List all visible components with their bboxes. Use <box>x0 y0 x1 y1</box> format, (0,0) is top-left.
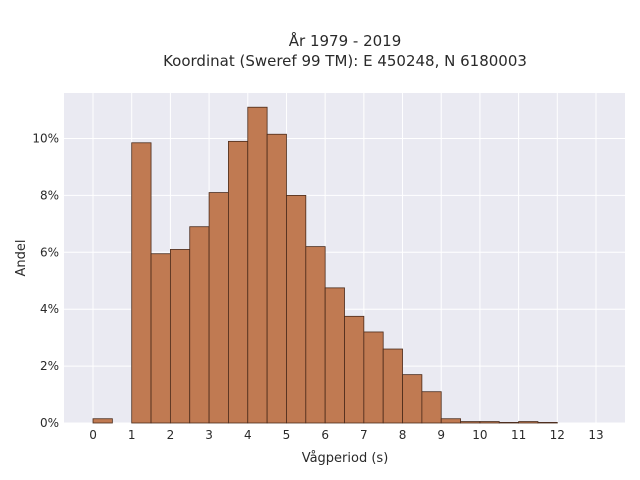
histogram-bar <box>286 195 307 424</box>
histogram-bar <box>305 246 326 424</box>
y-axis-label: Andel <box>14 240 29 277</box>
y-tick-label: 10% <box>32 132 59 146</box>
x-tick-label: 1 <box>128 428 136 442</box>
histogram-bar <box>344 315 365 424</box>
histogram-bar <box>402 374 423 424</box>
chart-title-line-1: År 1979 - 2019 <box>289 31 402 50</box>
histogram-bar <box>324 287 345 424</box>
x-tick-label: 5 <box>283 428 291 442</box>
histogram-bar <box>498 422 520 424</box>
x-tick-label: 12 <box>550 428 565 442</box>
x-tick-label: 11 <box>511 428 526 442</box>
y-tick-label: 2% <box>40 359 59 373</box>
x-tick-label: 4 <box>244 428 252 442</box>
x-tick-label: 2 <box>167 428 175 442</box>
histogram-bar <box>460 421 481 424</box>
x-axis-label: Vågperiod (s) <box>302 451 389 466</box>
histogram-bar <box>208 192 229 424</box>
x-tick-label: 3 <box>205 428 213 442</box>
y-tick-label: 0% <box>40 416 59 430</box>
histogram-bar <box>266 133 287 424</box>
chart-title-line-2: Koordinat (Sweref 99 TM): E 450248, N 61… <box>163 52 527 70</box>
histogram-bar <box>131 142 152 424</box>
y-tick-label: 6% <box>40 245 59 259</box>
histogram-bar <box>150 253 171 424</box>
histogram-bar <box>382 348 403 424</box>
histogram-bar <box>479 421 500 424</box>
y-tick-label: 4% <box>40 302 59 316</box>
histogram-bar <box>518 421 539 424</box>
x-tick-labels: 0 1 2 3 4 5 6 7 8 9 10 11 12 13 <box>89 428 603 442</box>
histogram-bar <box>421 391 442 424</box>
x-tick-label: 7 <box>360 428 368 442</box>
x-tick-label: 13 <box>588 428 603 442</box>
x-tick-label: 0 <box>89 428 97 442</box>
histogram-bar <box>247 106 268 424</box>
x-tick-label: 10 <box>472 428 487 442</box>
y-tick-label: 8% <box>40 188 59 202</box>
bars-group <box>92 106 558 424</box>
histogram-bar <box>189 226 210 424</box>
x-tick-label: 6 <box>321 428 329 442</box>
x-tick-label: 9 <box>437 428 445 442</box>
histogram-bar <box>537 422 558 424</box>
y-tick-labels: 0% 2% 4% 6% 8% 10% <box>32 132 59 430</box>
histogram-bar <box>363 331 384 424</box>
histogram-bar <box>440 418 461 424</box>
histogram-bar <box>169 249 191 424</box>
histogram-bar <box>92 418 113 424</box>
histogram-bar <box>228 140 249 424</box>
x-tick-label: 8 <box>399 428 407 442</box>
